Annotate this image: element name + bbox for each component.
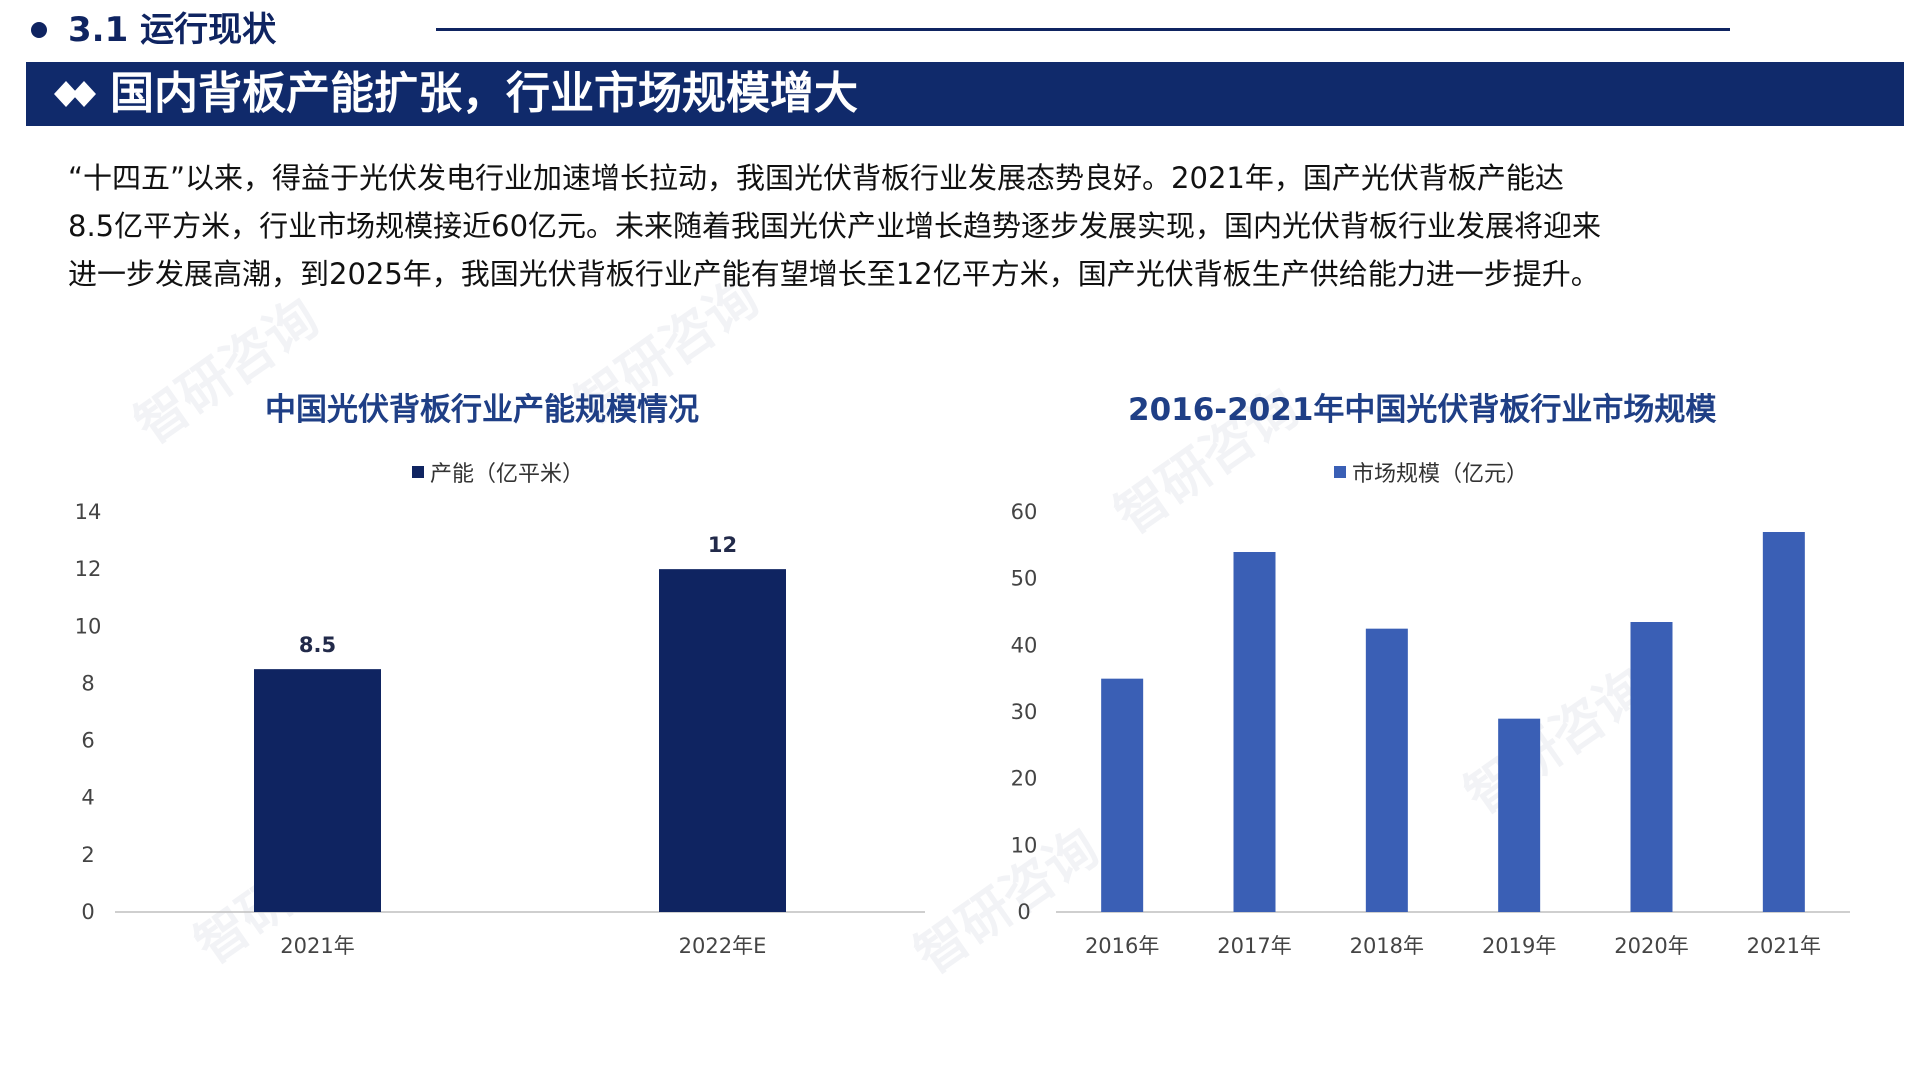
x-tick-label: 2016年 (1085, 934, 1159, 958)
y-tick-label: 10 (1011, 833, 1038, 857)
y-tick-label: 0 (81, 900, 94, 924)
bar (1762, 532, 1805, 912)
y-tick-label: 8 (81, 671, 94, 695)
y-tick-label: 40 (1011, 633, 1038, 657)
y-tick-label: 14 (75, 500, 102, 524)
legend-label: 产能（亿平米） (430, 462, 585, 487)
bar (1365, 628, 1408, 912)
data-label: 12 (708, 533, 737, 557)
bar (1233, 552, 1276, 912)
x-tick-label: 2018年 (1350, 934, 1424, 958)
y-tick-label: 2 (81, 843, 94, 867)
bar (1630, 622, 1673, 912)
y-tick-label: 4 (81, 786, 94, 810)
chart-legend: 市场规模（亿元） (1334, 456, 1528, 488)
bullet-dot-icon (31, 22, 47, 38)
paragraph-line: 进一步发展高潮，到2025年，我国光伏背板行业产能有望增长至12亿平方米，国产光… (68, 257, 1600, 291)
data-label: 8.5 (299, 633, 336, 657)
y-tick-label: 0 (1017, 900, 1030, 924)
body-paragraph: “十四五”以来，得益于光伏发电行业加速增长拉动，我国光伏背板行业发展态势良好。2… (68, 154, 1868, 298)
bar (1498, 718, 1541, 912)
paragraph-line: 8.5亿平方米，行业市场规模接近60亿元。未来随着我国光伏产业增长趋势逐步发展实… (68, 209, 1602, 243)
y-tick-label: 6 (81, 729, 94, 753)
legend-swatch-icon (1334, 466, 1346, 478)
y-tick-label: 30 (1011, 700, 1038, 724)
chart-legend: 产能（亿平米） (412, 456, 584, 488)
x-tick-label: 2021年 (1747, 934, 1821, 958)
chart-title: 2016-2021年中国光伏背板行业市场规模 (1128, 392, 1717, 428)
section-title: 3.1 运行现状 (68, 10, 277, 50)
section-header: 3.1 运行现状 (0, 0, 1920, 60)
y-tick-label: 12 (75, 557, 102, 581)
legend-label: 市场规模（亿元） (1352, 462, 1529, 487)
paragraph-line: “十四五”以来，得益于光伏发电行业加速增长拉动，我国光伏背板行业发展态势良好。2… (68, 161, 1564, 195)
y-tick-label: 20 (1011, 767, 1038, 791)
y-tick-label: 50 (1011, 567, 1038, 591)
y-tick-label: 10 (75, 614, 102, 638)
title-banner: 国内背板产能扩张，行业市场规模增大 (26, 62, 1904, 126)
legend-swatch-icon (412, 466, 424, 478)
header-divider (436, 28, 1730, 31)
y-tick-label: 60 (1011, 500, 1038, 524)
x-tick-label: 2020年 (1614, 934, 1688, 958)
x-tick-label: 2019年 (1482, 934, 1556, 958)
double-diamond-icon (54, 81, 96, 107)
x-tick-label: 2017年 (1217, 934, 1291, 958)
bar (1101, 678, 1144, 912)
banner-title: 国内背板产能扩张，行业市场规模增大 (110, 68, 858, 119)
bar (659, 569, 786, 912)
bar (254, 669, 381, 912)
x-tick-label: 2021年 (280, 934, 354, 958)
x-tick-label: 2022年E (679, 934, 767, 958)
chart-title: 中国光伏背板行业产能规模情况 (265, 392, 699, 428)
